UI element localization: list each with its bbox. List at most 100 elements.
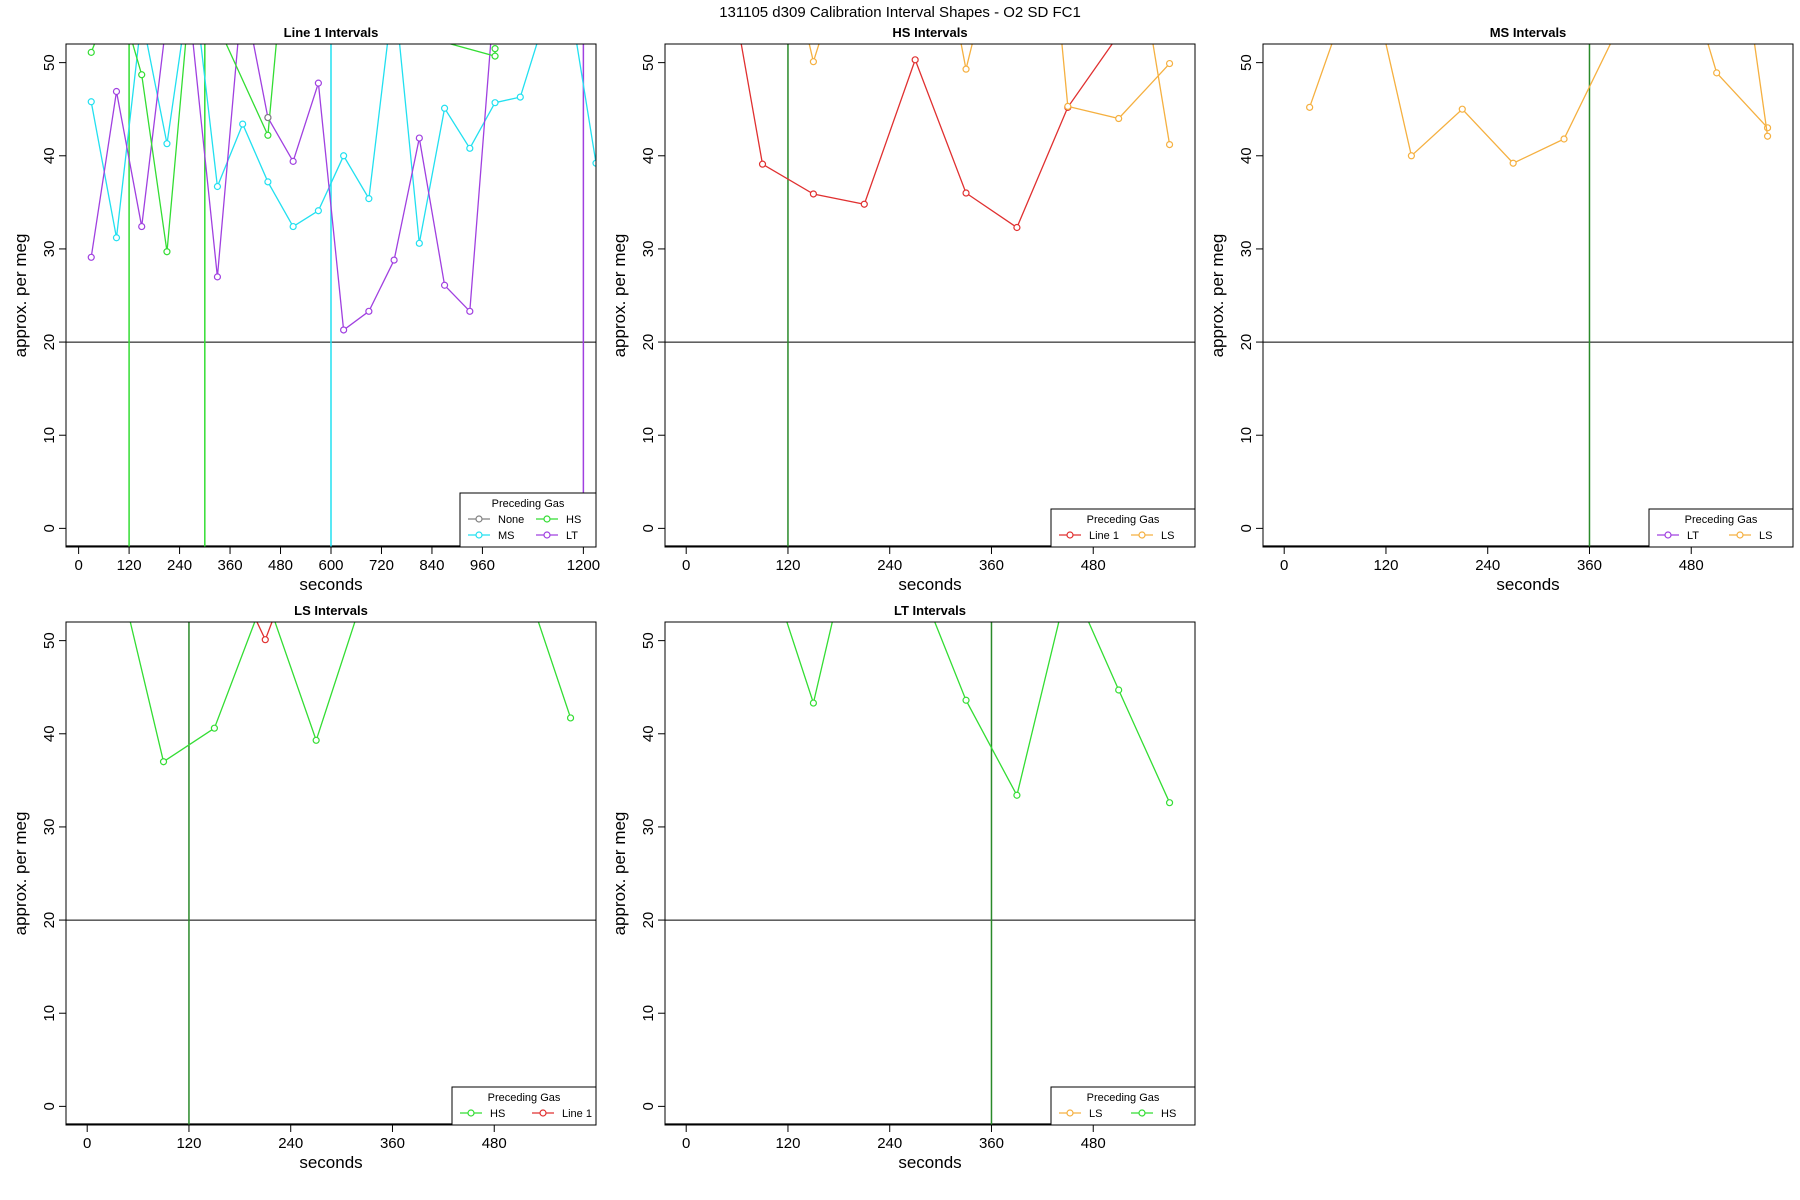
data-point (491, 45, 499, 53)
data-point (758, 160, 767, 168)
data-point (440, 281, 449, 289)
x-tick-label: 120 (176, 1135, 201, 1152)
legend: Preceding Gas None HS MS LT (459, 492, 597, 548)
y-tick-label: 50 (640, 54, 657, 71)
legend-entry: LS (1089, 1108, 1102, 1120)
data-point (962, 189, 970, 197)
legend-marker (475, 531, 483, 539)
y-axis-label: approx. per meg (610, 234, 629, 358)
series-line-hs (537, 622, 572, 719)
data-point (87, 48, 95, 56)
data-point (1713, 69, 1721, 77)
legend-title: Preceding Gas (1685, 514, 1758, 526)
data-point (365, 195, 373, 203)
data-point (112, 87, 121, 96)
data-point (1509, 159, 1517, 167)
y-tick-label: 20 (640, 334, 657, 351)
data-point (1064, 102, 1072, 111)
legend-marker (543, 515, 551, 523)
data-point (289, 157, 297, 165)
legend-marker (1736, 531, 1744, 539)
data-point (415, 134, 423, 142)
y-tick-label: 30 (41, 241, 58, 258)
chart-panel-3: LS Intervals 0 120 240 360 480 0 10 20 30 40 50 seco… (11, 603, 597, 1172)
legend-box (1648, 508, 1794, 548)
data-point (809, 699, 818, 707)
chart-title: Line 1 Intervals (284, 25, 379, 40)
legend-marker (539, 1109, 547, 1117)
x-tick-label: 240 (167, 557, 192, 574)
legend-title: Preceding Gas (488, 1092, 561, 1104)
chart-panel-2: MS Intervals 0 120 240 360 480 0 10 20 30 40 50 seco… (1208, 25, 1794, 594)
x-tick-label: 120 (1373, 557, 1398, 574)
x-tick-label: 0 (1280, 557, 1288, 574)
plot-frame (65, 43, 597, 548)
data-point (809, 190, 818, 198)
x-tick-label: 0 (682, 557, 690, 574)
data-point (809, 58, 818, 66)
data-point (87, 253, 95, 261)
data-point (962, 65, 970, 73)
y-tick-label: 10 (640, 1005, 657, 1022)
legend-entry: None (498, 514, 524, 526)
legend-marker (475, 515, 483, 523)
y-tick-label: 40 (640, 725, 657, 742)
y-tick-label: 30 (41, 819, 58, 836)
x-tick-label: 480 (482, 1135, 507, 1152)
data-point (1165, 59, 1174, 68)
legend-box (459, 492, 597, 548)
data-point (289, 222, 297, 231)
legend-title: Preceding Gas (1087, 1092, 1160, 1104)
series-line-hs (786, 622, 1171, 803)
y-tick-label: 10 (640, 427, 657, 444)
x-tick-label: 840 (419, 557, 444, 574)
y-tick-label: 0 (1238, 524, 1255, 532)
series-line-ms (90, 44, 596, 244)
chart-panel-0: Line 1 Intervals 0 120 240 360 480 600 720 840 96… (11, 25, 600, 594)
y-tick-label: 10 (1238, 427, 1255, 444)
data-point (138, 71, 146, 79)
x-axis-label: seconds (299, 575, 362, 594)
x-tick-label: 120 (117, 557, 142, 574)
x-axis-label: seconds (1496, 575, 1559, 594)
legend-entry: HS (490, 1108, 505, 1120)
figure-title: 131105 d309 Calibration Interval Shapes … (719, 4, 1081, 21)
y-tick-label: 40 (41, 725, 58, 742)
x-tick-label: 600 (318, 557, 343, 574)
data-point (112, 234, 121, 242)
series-line-ls (1308, 44, 1612, 164)
y-tick-label: 0 (41, 1102, 58, 1110)
x-tick-label: 0 (74, 557, 82, 574)
x-tick-label: 480 (1081, 1135, 1106, 1152)
y-tick-label: 0 (640, 1102, 657, 1110)
data-point (1407, 152, 1416, 160)
data-point (1165, 799, 1174, 807)
series-line-ls (1753, 44, 1769, 137)
y-tick-label: 30 (640, 241, 657, 258)
data-point (466, 307, 474, 315)
legend-marker (1066, 531, 1074, 539)
data-point (1115, 114, 1123, 123)
x-tick-label: 120 (775, 557, 800, 574)
plot-area (1263, 44, 1793, 547)
x-axis-label: seconds (898, 1153, 961, 1172)
data-point (1306, 103, 1314, 111)
legend-entry: HS (566, 514, 581, 526)
y-axis-label: approx. per meg (11, 812, 30, 936)
data-point (911, 56, 919, 64)
y-axis-label: approx. per meg (610, 812, 629, 936)
chart-panel-1: HS Intervals 0 120 240 360 480 0 10 20 30 40 50 seco… (610, 25, 1196, 594)
legend-marker (1138, 1109, 1146, 1117)
plot-area (66, 44, 596, 547)
plot-area (66, 622, 596, 1125)
data-point (491, 52, 499, 60)
y-tick-label: 50 (41, 54, 58, 71)
data-point (239, 120, 247, 128)
data-point (390, 256, 398, 264)
y-tick-label: 20 (41, 334, 58, 351)
y-tick-label: 50 (1238, 54, 1255, 71)
y-axis-label: approx. per meg (11, 234, 30, 358)
data-point (516, 93, 524, 101)
legend: Preceding Gas LT LS (1648, 508, 1794, 548)
legend-entry: Line 1 (1089, 530, 1119, 542)
